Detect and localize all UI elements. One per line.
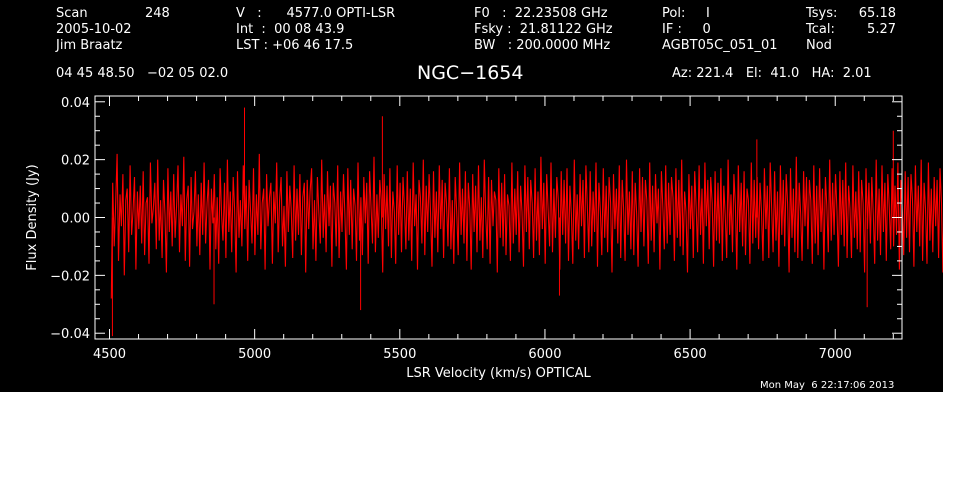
y-tick-label: −0.04	[50, 327, 90, 342]
project-id: AGBT05C_051_01	[662, 38, 778, 53]
y-tick-label: 0.04	[61, 96, 90, 111]
y-tick-label: 0.02	[61, 154, 90, 169]
polarization-line: Pol: I	[662, 6, 710, 21]
observer-name: Jim Braatz	[56, 38, 123, 53]
bandwidth-line: BW : 200.0000 MHz	[474, 38, 611, 53]
spectrum-trace-layer	[110, 107, 943, 337]
x-tick-label: 6000	[528, 347, 561, 362]
spectrum-trace-0	[110, 153, 943, 299]
y-tick-label: −0.02	[50, 269, 90, 284]
y-axis-label: Flux Density (Jy)	[25, 164, 40, 270]
integration-line: Int : 00 08 43.9	[236, 22, 345, 37]
spectrum-chart: 4500 5000 5500 6000 6500 7000 −0.04 −0.02 0.00 0.…	[25, 95, 943, 381]
observing-mode: Nod	[806, 38, 832, 53]
fsky-line: Fsky : 21.81122 GHz	[474, 22, 613, 37]
scan-number: 248	[145, 6, 170, 21]
tsys-label: Tsys:	[806, 6, 838, 21]
x-tick-label: 7000	[819, 347, 852, 362]
velocity-line: V : 4577.0 OPTI-LSR	[236, 6, 396, 21]
x-tick-label: 5000	[238, 347, 271, 362]
az-el-ha-line: Az: 221.4 El: 41.0 HA: 2.01	[672, 66, 872, 81]
tsys-value: 65.18	[858, 6, 896, 21]
lst-line: LST : +06 46 17.5	[236, 38, 354, 53]
x-tick-label: 4500	[93, 347, 126, 362]
scan-label: Scan	[56, 6, 88, 21]
tcal-label: Tcal:	[806, 22, 835, 37]
source-coordinates: 04 45 48.50 −02 05 02.0	[56, 66, 229, 81]
axes-layer: 4500 5000 5500 6000 6500 7000 −0.04 −0.02 0.00 0.…	[50, 96, 902, 362]
plot-timestamp: Mon May 6 22:17:06 2013	[760, 380, 895, 391]
observation-date: 2005-10-02	[56, 22, 132, 37]
f0-line: F0 : 22.23508 GHz	[474, 6, 608, 21]
tcal-value: 5.27	[867, 22, 896, 37]
if-line: IF : 0	[662, 22, 711, 37]
x-tick-label: 6500	[674, 347, 707, 362]
x-axis-label: LSR Velocity (km/s) OPTICAL	[406, 366, 591, 381]
x-tick-label: 5500	[383, 347, 416, 362]
plot-panel: Scan 248 2005-10-02 Jim Braatz V : 4577.…	[0, 0, 943, 392]
source-name: NGC−1654	[417, 62, 524, 84]
y-tick-label: 0.00	[61, 212, 90, 227]
